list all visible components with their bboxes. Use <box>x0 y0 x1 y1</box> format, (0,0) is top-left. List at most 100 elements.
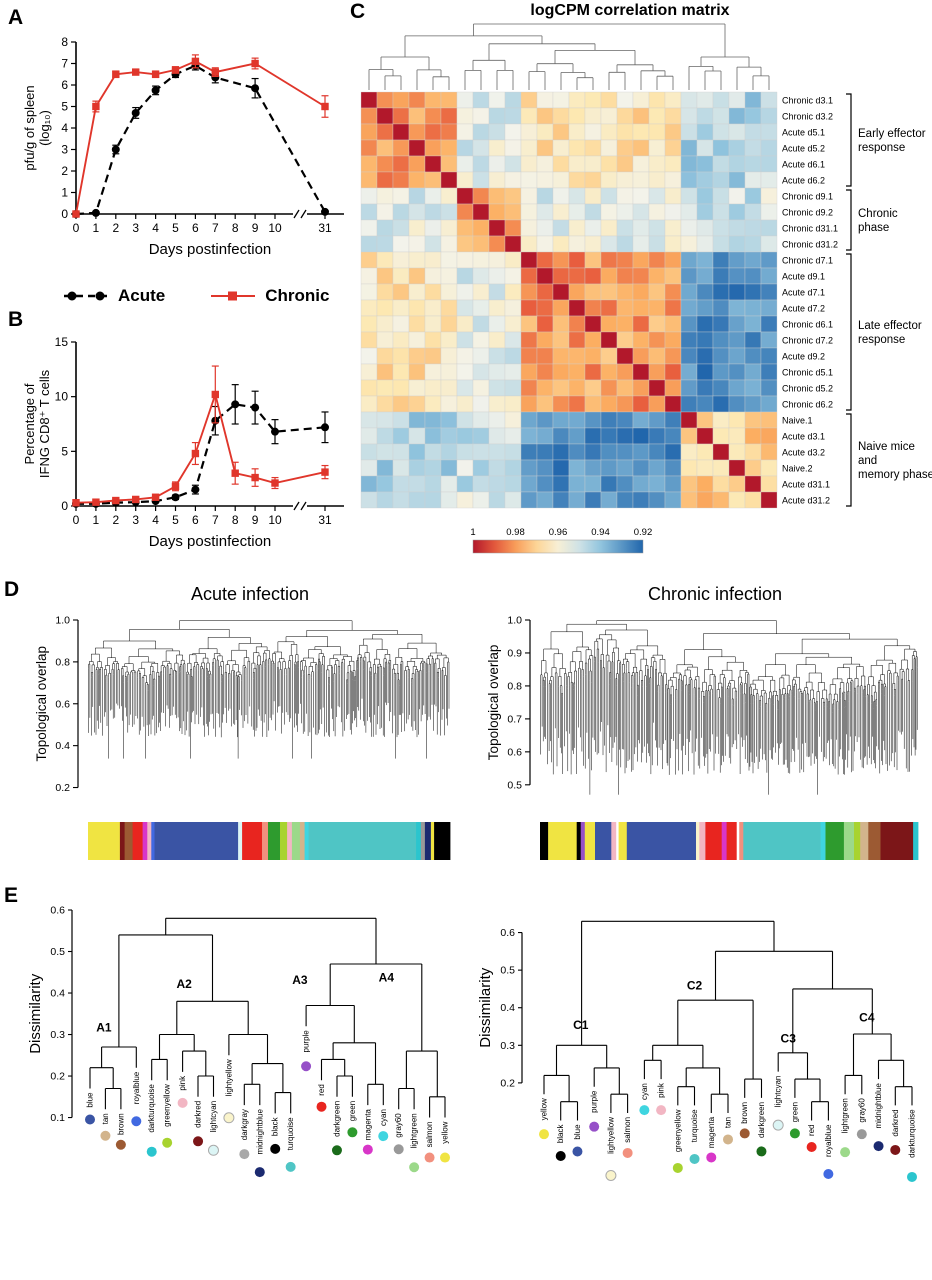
svg-text:pink: pink <box>178 1075 187 1091</box>
svg-text:10: 10 <box>268 221 282 235</box>
svg-text:phase: phase <box>858 222 889 234</box>
svg-text:Chronic d5.2: Chronic d5.2 <box>782 384 833 394</box>
svg-text:Acute d7.1: Acute d7.1 <box>782 288 825 298</box>
legend-ab: Acute Chronic <box>62 286 329 306</box>
svg-text:yellow: yellow <box>540 1098 549 1120</box>
svg-text:darkturquoise: darkturquoise <box>147 1084 156 1133</box>
svg-text:royalblue: royalblue <box>132 1071 141 1104</box>
svg-text:0.1: 0.1 <box>50 1112 65 1124</box>
svg-text:0.6: 0.6 <box>55 698 70 710</box>
svg-text:C4: C4 <box>859 1011 875 1025</box>
svg-text:Dissimilarity: Dissimilarity <box>477 967 494 1047</box>
svg-text:Chronic d3.1: Chronic d3.1 <box>782 96 833 106</box>
svg-text:31: 31 <box>318 221 332 235</box>
svg-text:Acute d6.2: Acute d6.2 <box>782 176 825 186</box>
svg-text:Chronic: Chronic <box>858 208 898 220</box>
svg-text:0.92: 0.92 <box>634 527 653 538</box>
svg-text:midnightblue: midnightblue <box>255 1109 264 1155</box>
panel-c-heatmap: Chronic d3.1 Chronic d3.2 Acute d5.1 Acute … <box>360 23 932 554</box>
svg-text:Acute d9.1: Acute d9.1 <box>782 272 825 282</box>
acute-line-icon <box>64 291 108 301</box>
svg-text:0.7: 0.7 <box>507 713 522 725</box>
svg-text:turquoise: turquoise <box>690 1109 699 1142</box>
svg-text:Naive.1: Naive.1 <box>782 416 813 426</box>
panel-c-title: logCPM correlation matrix <box>530 2 730 19</box>
svg-text:lightyellow: lightyellow <box>606 1117 615 1154</box>
svg-text:0.6: 0.6 <box>50 905 65 917</box>
svg-text:Acute d7.2: Acute d7.2 <box>782 304 825 314</box>
svg-text:1: 1 <box>93 513 100 527</box>
svg-text:Days postinfection: Days postinfection <box>149 241 272 258</box>
svg-text:blue: blue <box>573 1124 582 1140</box>
svg-text:1: 1 <box>61 186 68 200</box>
svg-text:5: 5 <box>61 444 68 458</box>
svg-text:Chronic d7.2: Chronic d7.2 <box>782 336 833 346</box>
svg-text:darkgreen: darkgreen <box>332 1101 341 1137</box>
svg-text:0.4: 0.4 <box>50 988 65 1000</box>
svg-text:IFNG CD8⁺ T cells: IFNG CD8⁺ T cells <box>37 369 52 478</box>
svg-text:Naive.2: Naive.2 <box>782 464 813 474</box>
svg-text:pfu/g of spleen: pfu/g of spleen <box>22 85 37 170</box>
chronic-line-icon <box>211 291 256 301</box>
svg-text:black: black <box>556 1123 565 1143</box>
svg-text:salmon: salmon <box>425 1122 434 1148</box>
svg-text:lightgreen: lightgreen <box>841 1098 850 1133</box>
legend-chronic-label: Chronic <box>265 286 330 305</box>
svg-text:Acute d3.2: Acute d3.2 <box>782 448 825 458</box>
svg-text:A3: A3 <box>292 973 308 987</box>
svg-text:C2: C2 <box>687 979 703 993</box>
svg-text:midnightblue: midnightblue <box>874 1083 883 1129</box>
svg-text:31: 31 <box>318 513 332 527</box>
svg-text:15: 15 <box>55 335 69 349</box>
svg-text:Acute d5.1: Acute d5.1 <box>782 128 825 138</box>
svg-text:4: 4 <box>152 221 159 235</box>
svg-text:blue: blue <box>86 1092 95 1108</box>
svg-text:pink: pink <box>657 1082 666 1098</box>
svg-text:Chronic d31.1: Chronic d31.1 <box>782 224 838 234</box>
svg-text:response: response <box>858 142 905 154</box>
svg-text:Topological overlap: Topological overlap <box>34 646 49 762</box>
svg-text:red: red <box>807 1124 816 1136</box>
svg-text:C1: C1 <box>573 1018 589 1032</box>
svg-text:turquoise: turquoise <box>286 1117 295 1150</box>
svg-text:Days postinfection: Days postinfection <box>149 533 272 550</box>
svg-text:0.2: 0.2 <box>55 782 70 794</box>
svg-text:2: 2 <box>61 164 68 178</box>
svg-text:purple: purple <box>590 1090 599 1113</box>
svg-text:Topological overlap: Topological overlap <box>486 645 501 761</box>
svg-text:8: 8 <box>232 513 239 527</box>
svg-text:2: 2 <box>112 513 119 527</box>
svg-text:C3: C3 <box>781 1031 797 1045</box>
panel-d-acute-dendrogram: 0.2 0.4 0.6 0.8 1.0 Topological overlap <box>34 615 451 860</box>
svg-text:brown: brown <box>740 1102 749 1124</box>
svg-text:greenyellow: greenyellow <box>163 1084 172 1127</box>
svg-text:5: 5 <box>172 221 179 235</box>
svg-text:0.3: 0.3 <box>50 1029 65 1041</box>
svg-text:Percentage of: Percentage of <box>22 383 37 464</box>
svg-text:1.0: 1.0 <box>507 615 522 627</box>
svg-text:1.0: 1.0 <box>55 615 70 627</box>
panel-d-acute-title: Acute infection <box>190 584 310 604</box>
svg-text:4: 4 <box>61 121 68 135</box>
svg-text:0.96: 0.96 <box>549 527 568 538</box>
svg-text:Chronic d3.2: Chronic d3.2 <box>782 112 833 122</box>
svg-text:9: 9 <box>252 221 259 235</box>
svg-text:0: 0 <box>73 221 80 235</box>
svg-text:darkgreen: darkgreen <box>757 1102 766 1138</box>
svg-text:5: 5 <box>61 100 68 114</box>
panel-d-chronic-dendrogram: 0.5 0.6 0.7 0.8 0.9 1.0 Topological overlap <box>486 615 919 860</box>
svg-text:2: 2 <box>112 221 119 235</box>
svg-text:and: and <box>858 455 877 467</box>
svg-text:9: 9 <box>252 513 259 527</box>
svg-text:0.4: 0.4 <box>500 1002 515 1014</box>
svg-text:salmon: salmon <box>623 1117 632 1143</box>
panel-b-label: B <box>8 308 24 331</box>
svg-text:gray60: gray60 <box>857 1098 866 1123</box>
svg-text:brown: brown <box>116 1113 125 1135</box>
svg-text:0.3: 0.3 <box>500 1040 515 1052</box>
svg-text:darkgray: darkgray <box>240 1109 249 1140</box>
